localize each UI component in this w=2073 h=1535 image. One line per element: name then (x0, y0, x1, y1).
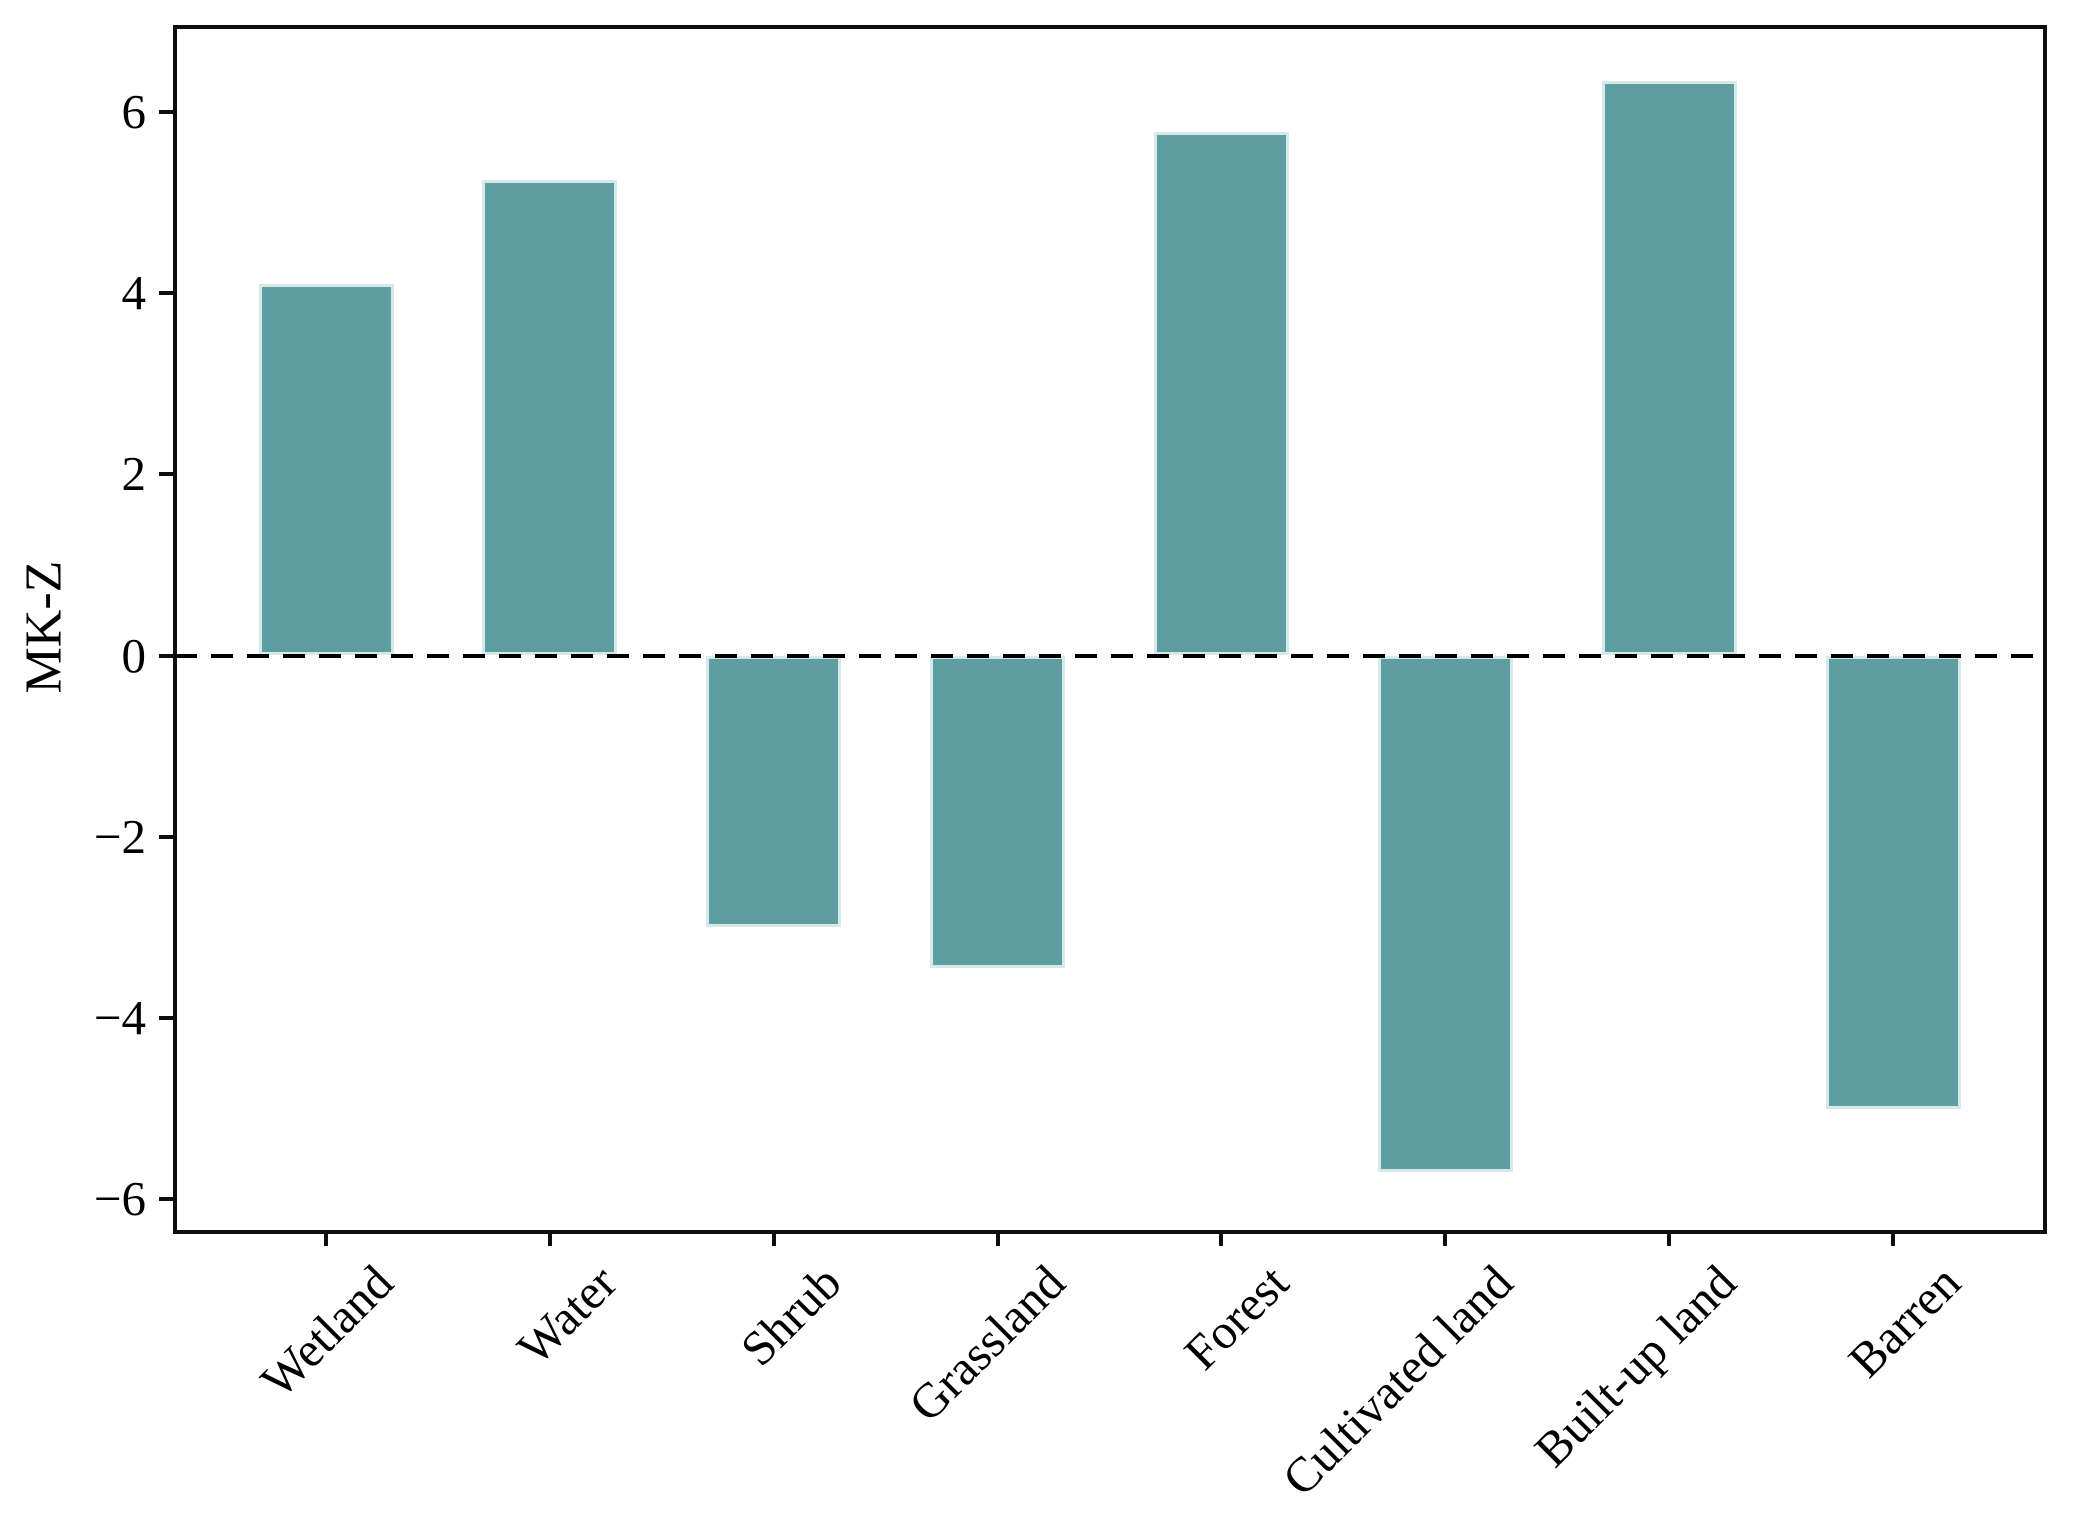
bar-cultivated-land (1377, 655, 1513, 1172)
y-tick (159, 291, 176, 296)
y-tick (159, 834, 176, 839)
x-tick (1667, 1230, 1672, 1246)
y-tick-label: 6 (121, 83, 147, 139)
y-tick-label: 4 (121, 265, 147, 321)
plot-area (175, 27, 2045, 1230)
y-tick-label: −4 (93, 989, 146, 1045)
x-tick (547, 1230, 552, 1246)
x-tick (324, 1230, 328, 1246)
x-tick-label-forest: Forest (1173, 1254, 1299, 1381)
y-axis-label: MK-Z (15, 560, 73, 694)
x-tick-label-cultivated-land: Cultivated land (1271, 1254, 1523, 1507)
x-tick (1443, 1230, 1448, 1246)
y-tick-label: 0 (121, 627, 147, 683)
x-tick-label-shrub: Shrub (729, 1254, 852, 1377)
x-tick-label-built-up-land: Built-up land (1523, 1254, 1747, 1478)
bar-shrub (706, 655, 842, 928)
y-tick-label: −2 (93, 808, 146, 864)
bar-forest (1153, 131, 1289, 656)
bar-built-up-land (1601, 81, 1737, 656)
y-tick-label: 2 (121, 446, 147, 502)
x-tick-label-barren: Barren (1837, 1254, 1971, 1388)
bar-water (482, 179, 618, 656)
x-tick (995, 1230, 1000, 1246)
bar-wetland (258, 284, 394, 656)
bar-barren (1825, 655, 1961, 1109)
y-tick (159, 472, 176, 477)
x-tick-label-wetland: Wetland (249, 1254, 404, 1409)
x-tick-label-grassland: Grassland (897, 1254, 1076, 1433)
x-tick-label-water: Water (506, 1254, 628, 1376)
y-tick-label: −6 (93, 1171, 146, 1227)
y-tick (159, 1015, 176, 1020)
zero-dashed-line (175, 653, 2045, 658)
y-tick (159, 109, 176, 114)
y-tick (159, 1197, 176, 1202)
x-tick (1891, 1230, 1896, 1246)
bar-grassland (930, 655, 1066, 969)
y-tick (159, 653, 176, 658)
x-tick (771, 1230, 776, 1246)
x-tick (1219, 1230, 1224, 1246)
